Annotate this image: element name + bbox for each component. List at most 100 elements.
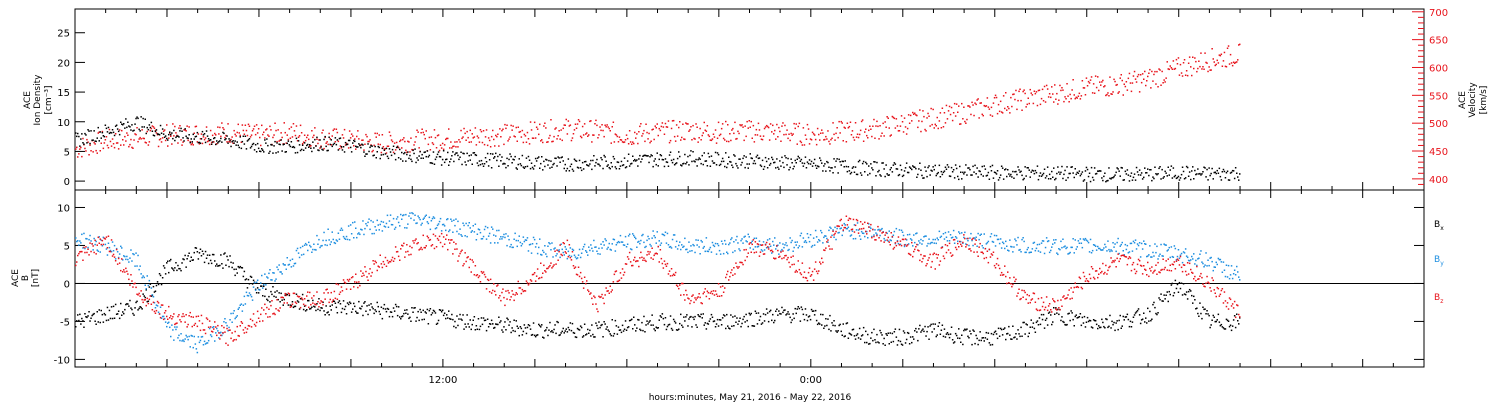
bx-point [140, 306, 142, 309]
bx-point [588, 332, 590, 334]
bx-point [784, 309, 786, 311]
bx-point [507, 318, 509, 321]
by-point [693, 244, 695, 247]
by-point [978, 238, 980, 241]
by-point [1172, 256, 1175, 258]
bx-point [166, 262, 168, 264]
by-point [1212, 269, 1214, 272]
velocity-point [797, 125, 799, 128]
by-point [451, 220, 453, 222]
by-point [529, 243, 532, 246]
bz-point [225, 342, 227, 345]
by-point [1138, 242, 1141, 244]
by-point [376, 219, 378, 222]
density-point [263, 151, 265, 153]
density-point [180, 127, 182, 130]
velocity-point [707, 134, 710, 136]
bx-point [1016, 338, 1018, 340]
by-point [377, 224, 379, 226]
velocity-point [1209, 69, 1211, 71]
density-point [333, 142, 336, 145]
bx-point [783, 309, 785, 312]
bx-point [1083, 315, 1086, 318]
density-point [411, 160, 413, 163]
density-point [194, 136, 197, 138]
density-point [492, 153, 494, 155]
velocity-point [167, 145, 169, 147]
by-point [416, 222, 418, 224]
velocity-point [231, 136, 233, 138]
bx-point [137, 309, 139, 311]
bx-point [758, 319, 761, 321]
by-point [1027, 246, 1029, 249]
velocity-point [255, 124, 258, 126]
bx-point [887, 332, 889, 334]
density-point [1211, 167, 1213, 170]
bx-point [1021, 335, 1023, 337]
velocity-point [739, 124, 741, 126]
velocity-point [607, 126, 609, 128]
velocity-point [862, 140, 865, 142]
velocity-point [869, 125, 871, 127]
by-point [1148, 254, 1150, 256]
velocity-point [1123, 83, 1125, 85]
by-point [308, 241, 310, 244]
bottom-left-y-tick-label: -5 [60, 317, 70, 328]
velocity-point [1152, 80, 1154, 82]
velocity-point [76, 146, 78, 149]
bx-point [1098, 325, 1100, 327]
bx-point [736, 317, 738, 319]
density-point [230, 145, 232, 148]
density-point [957, 175, 959, 178]
density-point [628, 165, 631, 167]
bz-point [235, 338, 237, 341]
by-point [1190, 259, 1192, 261]
density-point [737, 167, 739, 169]
velocity-point [1191, 74, 1193, 77]
velocity-point [937, 127, 939, 130]
bx-point [743, 315, 745, 318]
velocity-point [407, 140, 409, 143]
bx-point [771, 319, 773, 322]
by-point [577, 254, 580, 256]
velocity-point [480, 130, 483, 133]
velocity-point [1039, 103, 1042, 106]
velocity-point [827, 130, 829, 132]
density-point [128, 125, 130, 127]
by-point [781, 248, 783, 251]
by-point [482, 235, 485, 238]
velocity-point [586, 132, 588, 134]
by-point [538, 246, 540, 249]
density-point [433, 163, 436, 165]
by-point [609, 248, 611, 251]
by-point [1137, 244, 1140, 247]
velocity-point [1164, 81, 1166, 83]
bx-point [1223, 328, 1226, 330]
density-point [613, 158, 616, 160]
by-point [931, 241, 933, 244]
velocity-point [450, 141, 452, 143]
velocity-point [932, 108, 934, 111]
density-point [200, 138, 203, 140]
velocity-point [886, 116, 888, 118]
bx-point [431, 312, 434, 314]
by-point [271, 279, 273, 281]
velocity-point [454, 141, 456, 143]
by-point [295, 249, 298, 252]
velocity-point [260, 144, 262, 147]
density-point [686, 161, 688, 163]
velocity-point [492, 129, 494, 132]
by-point [500, 236, 502, 238]
velocity-point [159, 138, 162, 140]
density-point [1195, 173, 1197, 176]
bx-point [595, 322, 597, 324]
density-point [815, 167, 818, 169]
velocity-point [207, 140, 210, 142]
by-point [287, 264, 290, 266]
by-point [884, 239, 886, 242]
bx-point [1089, 320, 1092, 322]
density-point [78, 135, 80, 138]
bx-point [1144, 321, 1146, 323]
velocity-point [952, 112, 955, 114]
bx-point [1156, 313, 1158, 316]
